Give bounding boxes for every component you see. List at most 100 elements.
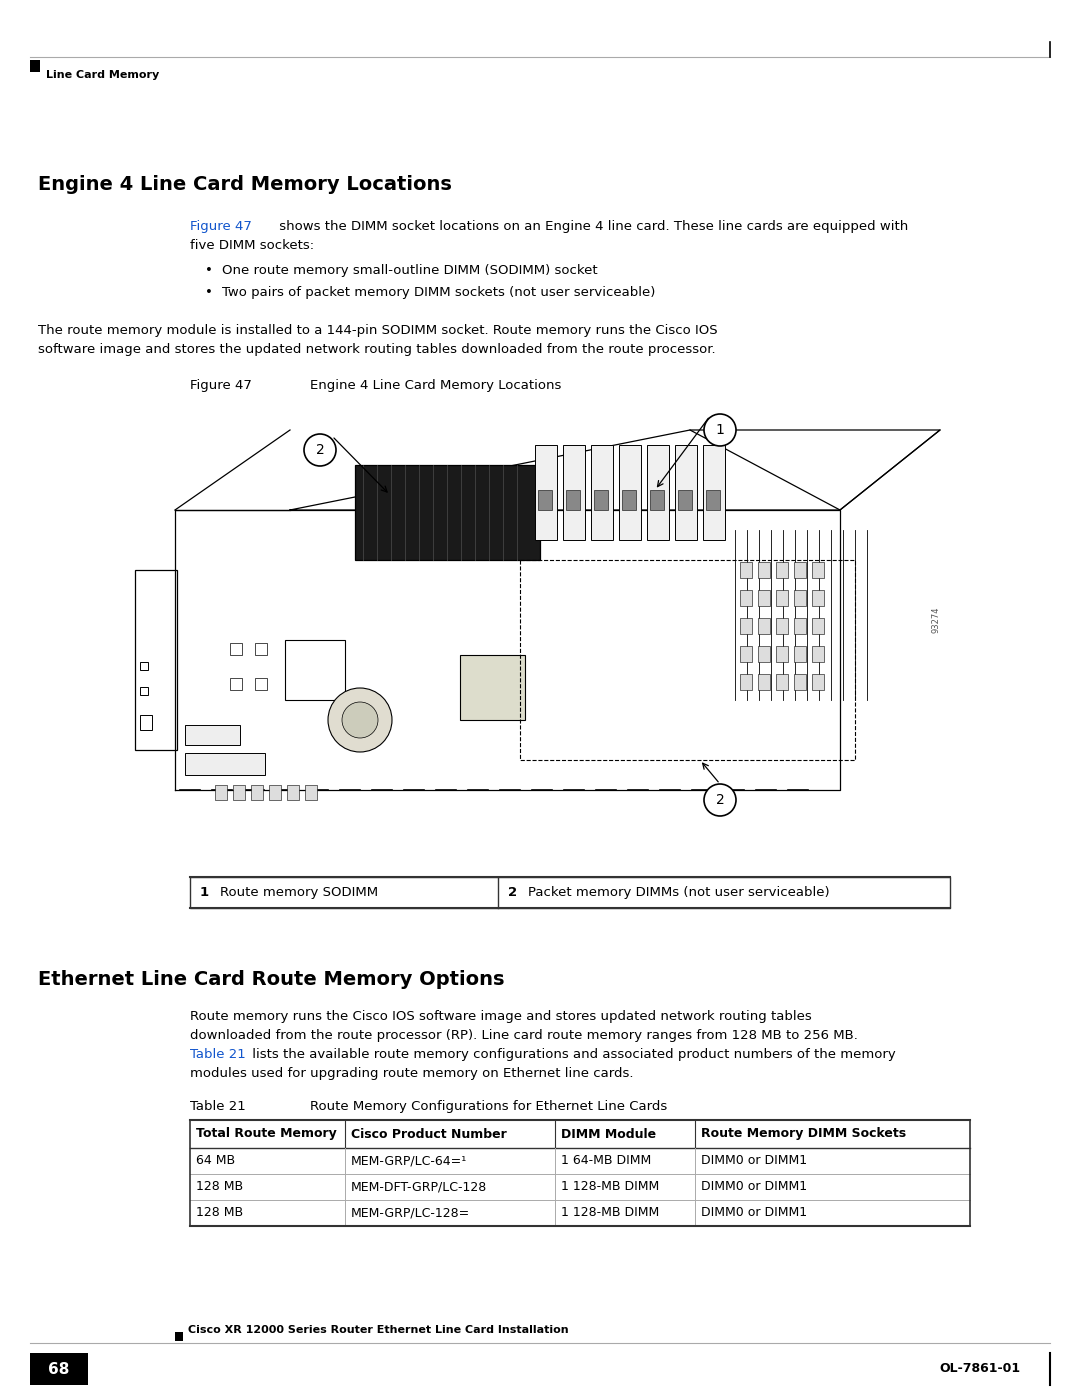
Text: 64 MB: 64 MB: [195, 1154, 235, 1168]
Bar: [794, 645, 806, 662]
Text: Route memory SODIMM: Route memory SODIMM: [220, 886, 378, 900]
Bar: [285, 640, 345, 700]
Bar: [563, 446, 585, 541]
Text: MEM-GRP/LC-64=¹: MEM-GRP/LC-64=¹: [351, 1154, 468, 1168]
Bar: [185, 725, 240, 745]
Text: One route memory small-outline DIMM (SODIMM) socket: One route memory small-outline DIMM (SOD…: [222, 264, 597, 277]
Text: Two pairs of packet memory DIMM sockets (not user serviceable): Two pairs of packet memory DIMM sockets …: [222, 286, 656, 299]
Circle shape: [328, 687, 392, 752]
Bar: [140, 662, 148, 671]
Bar: [777, 617, 788, 634]
Bar: [190, 1120, 970, 1148]
Bar: [233, 785, 245, 800]
Text: 1: 1: [716, 423, 725, 437]
Bar: [794, 562, 806, 578]
Text: Line Card Memory: Line Card Memory: [46, 70, 159, 80]
Bar: [460, 655, 525, 719]
Text: DIMM0 or DIMM1: DIMM0 or DIMM1: [701, 1154, 807, 1168]
Text: Figure 47: Figure 47: [190, 379, 252, 393]
Bar: [777, 645, 788, 662]
Bar: [812, 673, 824, 690]
Bar: [758, 645, 770, 662]
Text: Route Memory Configurations for Ethernet Line Cards: Route Memory Configurations for Ethernet…: [310, 1099, 667, 1113]
Text: lists the available route memory configurations and associated product numbers o: lists the available route memory configu…: [248, 1048, 895, 1060]
Bar: [355, 465, 540, 560]
Bar: [140, 687, 148, 694]
Bar: [740, 673, 752, 690]
Text: Route Memory DIMM Sockets: Route Memory DIMM Sockets: [701, 1127, 906, 1140]
Text: 1 128-MB DIMM: 1 128-MB DIMM: [561, 1207, 659, 1220]
Circle shape: [704, 784, 735, 816]
Bar: [812, 645, 824, 662]
Bar: [812, 590, 824, 606]
Bar: [794, 590, 806, 606]
Text: downloaded from the route processor (RP). Line card route memory ranges from 128: downloaded from the route processor (RP)…: [190, 1030, 858, 1042]
Bar: [740, 617, 752, 634]
Text: 128 MB: 128 MB: [195, 1180, 243, 1193]
Bar: [777, 590, 788, 606]
Bar: [175, 1331, 183, 1341]
Bar: [591, 446, 613, 541]
Bar: [675, 446, 697, 541]
Text: Cisco Product Number: Cisco Product Number: [351, 1127, 507, 1140]
Bar: [758, 673, 770, 690]
Text: 1 64-MB DIMM: 1 64-MB DIMM: [561, 1154, 651, 1168]
Text: Route memory runs the Cisco IOS software image and stores updated network routin: Route memory runs the Cisco IOS software…: [190, 1010, 812, 1023]
Text: 2: 2: [315, 443, 324, 457]
Bar: [255, 678, 267, 690]
Bar: [215, 785, 227, 800]
Bar: [777, 673, 788, 690]
Bar: [130, 395, 950, 840]
Circle shape: [704, 414, 735, 446]
Text: OL-7861-01: OL-7861-01: [939, 1362, 1020, 1376]
Text: Table 21: Table 21: [190, 1048, 246, 1060]
Bar: [305, 785, 318, 800]
Text: Packet memory DIMMs (not user serviceable): Packet memory DIMMs (not user serviceabl…: [528, 886, 829, 900]
Bar: [812, 617, 824, 634]
Text: •: •: [205, 286, 213, 299]
Text: modules used for upgrading route memory on Ethernet line cards.: modules used for upgrading route memory …: [190, 1067, 634, 1080]
Text: Engine 4 Line Card Memory Locations: Engine 4 Line Card Memory Locations: [38, 175, 451, 194]
Bar: [269, 785, 281, 800]
Text: DIMM0 or DIMM1: DIMM0 or DIMM1: [701, 1180, 807, 1193]
Text: Table 21: Table 21: [190, 1099, 246, 1113]
Bar: [30, 60, 40, 73]
Bar: [230, 678, 242, 690]
Bar: [758, 617, 770, 634]
Bar: [794, 673, 806, 690]
Bar: [647, 446, 669, 541]
Bar: [758, 590, 770, 606]
Text: 1: 1: [200, 886, 210, 900]
Text: DIMM Module: DIMM Module: [561, 1127, 657, 1140]
Bar: [812, 562, 824, 578]
Text: Cisco XR 12000 Series Router Ethernet Line Card Installation: Cisco XR 12000 Series Router Ethernet Li…: [188, 1324, 569, 1336]
Text: •: •: [205, 264, 213, 277]
Text: 93274: 93274: [931, 606, 941, 633]
Circle shape: [303, 434, 336, 467]
Bar: [251, 785, 264, 800]
Bar: [678, 490, 692, 510]
Bar: [566, 490, 580, 510]
Bar: [190, 1173, 970, 1200]
Bar: [777, 562, 788, 578]
Bar: [140, 715, 152, 731]
Text: shows the DIMM socket locations on an Engine 4 line card. These line cards are e: shows the DIMM socket locations on an En…: [275, 219, 908, 233]
Bar: [185, 753, 265, 775]
Text: software image and stores the updated network routing tables downloaded from the: software image and stores the updated ne…: [38, 344, 716, 356]
Text: Total Route Memory: Total Route Memory: [195, 1127, 337, 1140]
Text: 128 MB: 128 MB: [195, 1207, 243, 1220]
Text: 2: 2: [716, 793, 725, 807]
Bar: [255, 643, 267, 655]
Text: DIMM0 or DIMM1: DIMM0 or DIMM1: [701, 1207, 807, 1220]
Bar: [190, 877, 950, 908]
Bar: [703, 446, 725, 541]
Bar: [758, 562, 770, 578]
Text: Figure 47: Figure 47: [190, 219, 252, 233]
Text: Ethernet Line Card Route Memory Options: Ethernet Line Card Route Memory Options: [38, 970, 504, 989]
Text: 2: 2: [508, 886, 517, 900]
Bar: [650, 490, 664, 510]
Bar: [740, 645, 752, 662]
Bar: [190, 1200, 970, 1227]
Bar: [287, 785, 299, 800]
Bar: [230, 643, 242, 655]
